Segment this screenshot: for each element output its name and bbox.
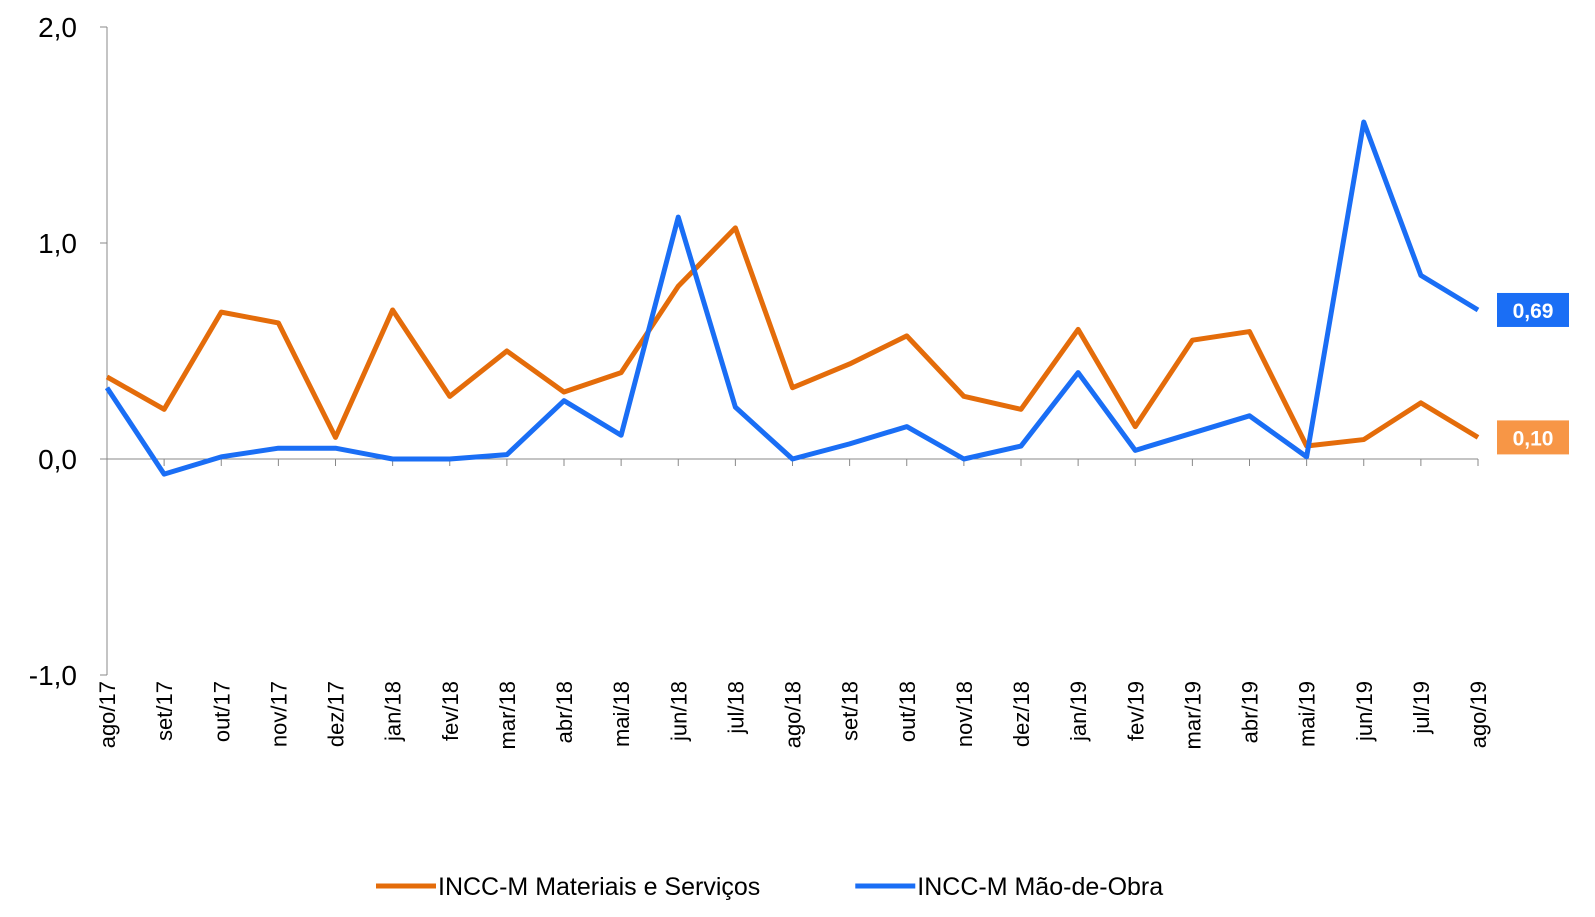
- x-tick-label: out/18: [895, 681, 920, 742]
- value-label: 0,10: [1513, 427, 1554, 450]
- legend-label: INCC-M Mão-de-Obra: [917, 873, 1163, 901]
- x-tick-label: mai/18: [609, 681, 634, 747]
- x-tick-label: jun/19: [1352, 681, 1377, 742]
- y-tick-label: 0,0: [38, 444, 77, 475]
- x-tick-label: set/17: [152, 681, 177, 741]
- x-tick-label: dez/18: [1009, 681, 1034, 747]
- x-tick-label: jul/19: [1409, 681, 1434, 735]
- x-tick-label: jan/18: [381, 681, 406, 742]
- x-tick-label: mar/18: [495, 681, 520, 749]
- x-tick-label: fev/18: [438, 681, 463, 741]
- x-tick-label: set/18: [838, 681, 863, 741]
- value-label: 0,69: [1513, 300, 1554, 323]
- y-tick-label: 1,0: [38, 228, 77, 259]
- value-label-box: [1497, 292, 1569, 327]
- x-tick-label: nov/17: [266, 681, 291, 747]
- x-tick-label: mar/19: [1180, 681, 1205, 749]
- x-tick-label: dez/17: [324, 681, 349, 747]
- x-tick-label: ago/17: [95, 681, 120, 748]
- y-tick-label: -1,0: [29, 660, 77, 691]
- x-tick-label: abr/18: [552, 681, 577, 743]
- x-tick-label: jun/18: [666, 681, 691, 742]
- x-tick-label: mai/19: [1295, 681, 1320, 747]
- x-tick-label: fev/19: [1123, 681, 1148, 741]
- x-tick-label: ago/19: [1466, 681, 1491, 748]
- x-tick-label: jan/19: [1066, 681, 1091, 742]
- value-label-box: [1497, 420, 1569, 455]
- x-tick-label: jul/18: [723, 681, 748, 735]
- x-tick-label: nov/18: [952, 681, 977, 747]
- legend-label: INCC-M Materiais e Serviços: [438, 873, 760, 901]
- x-tick-label: out/17: [209, 681, 234, 742]
- series-line: [104, 119, 1480, 477]
- y-tick-label: 2,0: [38, 12, 77, 43]
- x-tick-label: abr/19: [1238, 681, 1263, 743]
- series-line: [105, 225, 1480, 449]
- x-tick-label: ago/18: [781, 681, 806, 748]
